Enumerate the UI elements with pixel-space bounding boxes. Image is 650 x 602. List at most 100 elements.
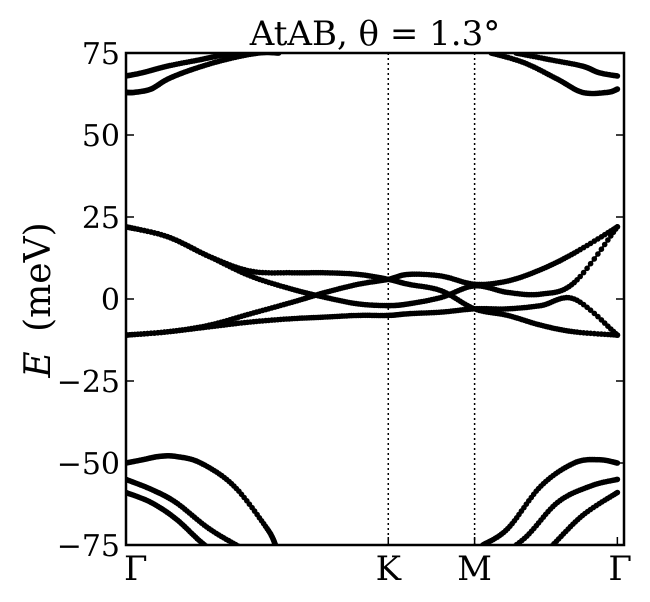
band-point xyxy=(244,548,250,554)
band-point xyxy=(496,554,502,560)
svg-text:E (meV): E (meV) xyxy=(18,222,59,378)
band-point xyxy=(227,563,233,569)
band-point xyxy=(235,571,241,577)
band-point xyxy=(595,251,601,257)
band-point xyxy=(533,558,539,564)
y-axis-label: E (meV) xyxy=(18,222,59,378)
band-point xyxy=(491,557,497,563)
band-point xyxy=(252,552,258,558)
band-point xyxy=(229,564,235,570)
band-point xyxy=(595,313,601,320)
band-curve xyxy=(514,478,618,545)
y-axis-unit: (meV) xyxy=(18,222,59,332)
y-tick-label: −75 xyxy=(57,529,120,564)
band-point xyxy=(547,546,553,552)
x-tick-label: K xyxy=(376,549,402,589)
x-tick-label: Γ xyxy=(608,549,632,589)
band-point xyxy=(493,555,499,561)
band-point xyxy=(500,551,506,557)
band-point xyxy=(536,555,542,561)
y-tick-label: 25 xyxy=(82,201,120,236)
band-point xyxy=(230,565,236,571)
band-point xyxy=(220,556,226,562)
band-point xyxy=(242,547,248,553)
band-point xyxy=(239,546,245,552)
band-line xyxy=(513,53,621,79)
band-point xyxy=(523,567,529,573)
band-point xyxy=(508,546,514,552)
band-point xyxy=(516,572,522,578)
plot-frame xyxy=(124,51,626,547)
band-point xyxy=(539,553,545,559)
band-point xyxy=(598,246,605,252)
band-point xyxy=(258,555,264,561)
band-series xyxy=(126,53,621,581)
band-point xyxy=(215,552,221,558)
band-point xyxy=(250,551,256,557)
band-line xyxy=(126,224,621,309)
y-tick-label: 0 xyxy=(101,283,120,318)
band-point xyxy=(254,553,260,559)
band-point xyxy=(226,561,232,567)
band-point xyxy=(256,554,262,560)
band-point xyxy=(605,237,611,243)
y-axis-ticks: 75 50 25 0 −25 −50 −75 xyxy=(57,37,624,564)
band-point xyxy=(506,548,512,554)
band-point xyxy=(221,557,227,563)
band-line xyxy=(126,224,621,338)
band-line xyxy=(126,53,254,79)
band-point xyxy=(239,574,245,580)
band-point xyxy=(264,559,270,565)
band-point xyxy=(218,555,224,561)
band-point xyxy=(262,558,268,564)
band-point xyxy=(498,553,504,559)
band-line xyxy=(513,489,621,581)
x-tick-label: M xyxy=(457,549,492,589)
band-point xyxy=(614,224,621,230)
band-point xyxy=(515,574,521,580)
band-line xyxy=(488,53,621,97)
y-tick-label: 75 xyxy=(82,37,120,72)
band-point xyxy=(518,571,524,577)
band-point xyxy=(601,241,608,248)
band-point xyxy=(238,574,244,580)
band-point xyxy=(236,572,242,578)
band-point xyxy=(237,573,243,579)
band-point xyxy=(248,550,254,556)
band-point xyxy=(587,260,594,267)
band-point xyxy=(528,562,534,568)
band-point xyxy=(577,273,583,280)
band-line xyxy=(480,456,621,545)
band-point xyxy=(223,559,229,565)
y-tick-label: 50 xyxy=(82,119,120,154)
band-line xyxy=(126,489,245,580)
y-axis-symbol: E xyxy=(18,351,59,378)
band-point xyxy=(246,549,252,555)
band-point xyxy=(513,575,519,581)
band-point xyxy=(584,265,590,272)
band-point xyxy=(503,549,509,555)
y-tick-label: −25 xyxy=(57,365,120,400)
band-line xyxy=(126,294,621,338)
band-point xyxy=(207,546,213,552)
band-point xyxy=(591,256,598,262)
band-point xyxy=(591,310,598,317)
band-point xyxy=(614,73,621,79)
band-point xyxy=(587,307,594,314)
band-point xyxy=(233,568,239,574)
band-point xyxy=(231,567,237,573)
band-point xyxy=(263,558,269,564)
chart-title: AtAB, θ = 1.3° xyxy=(249,14,500,54)
band-point xyxy=(520,569,526,575)
band-point xyxy=(614,86,621,92)
band-point xyxy=(614,332,621,338)
band-line xyxy=(126,476,270,565)
band-point xyxy=(216,553,222,559)
band-point xyxy=(259,556,265,562)
band-point xyxy=(213,551,219,557)
band-point xyxy=(542,550,548,556)
band-point xyxy=(544,548,550,554)
band-line xyxy=(491,476,621,563)
